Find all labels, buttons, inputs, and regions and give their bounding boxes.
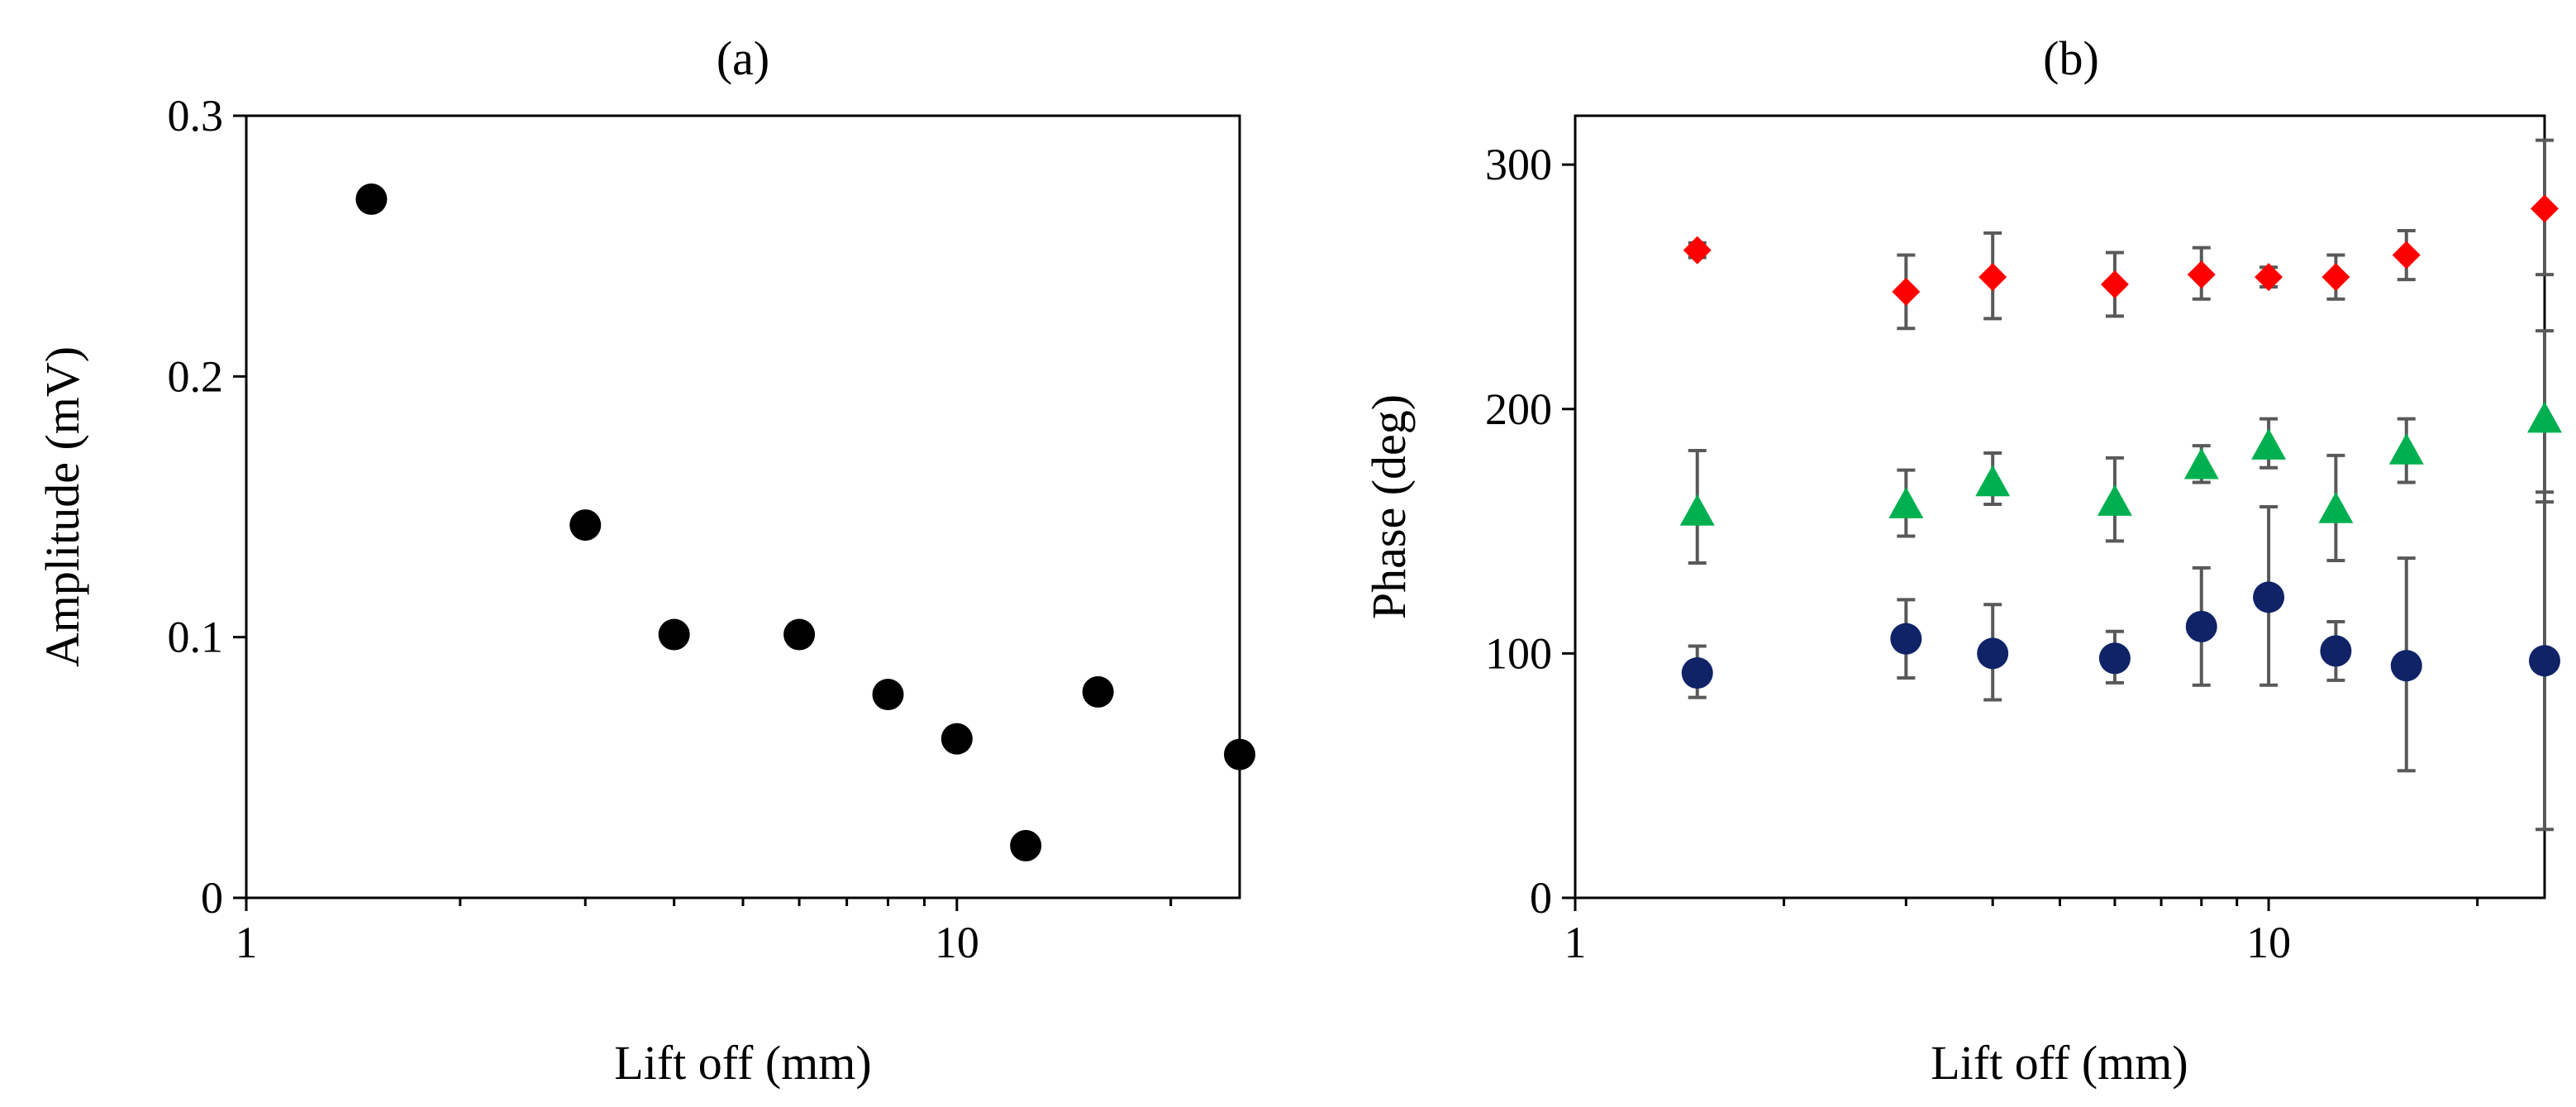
data-point-circle [783,618,816,651]
data-point-diamond [2392,241,2421,270]
panel-b-x-ticks: 1 10 [1564,898,2479,967]
data-point-circle [2253,581,2285,613]
data-point-triangle [1679,494,1715,526]
data-point-circle [872,679,904,711]
panel-a-y-ticks: 0 0.1 0.2 0.3 [168,91,246,923]
data-point-circle [1977,637,2009,670]
data-point-circle [1681,657,1713,689]
data-point-circle [2185,610,2217,642]
data-point-circle [2320,635,2352,667]
panel-b-title: (b) [2043,31,2099,85]
data-point-circle [1224,738,1255,771]
y-tick-label: 0.1 [168,613,224,662]
data-point-circle [1082,675,1114,708]
data-point-diamond [2255,263,2283,292]
data-point-circle [355,183,388,215]
data-point-diamond [2531,194,2559,223]
data-point-circle [2390,650,2422,682]
panel-a-x-axis-label: Lift off (mm) [614,1036,871,1090]
panel-b-plot-frame [1574,114,2546,899]
y-tick-label: 0.2 [168,351,224,401]
x-tick-label: 1 [236,918,258,967]
x-tick-label: 1 [1564,918,1587,967]
data-point-triangle [1975,465,2011,497]
data-point-diamond [1978,263,2007,292]
data-point-diamond [1892,277,1921,306]
data-point-circle [1010,829,1042,861]
data-point-triangle [2251,428,2287,460]
data-point-triangle [2097,484,2132,516]
data-point-triangle [2527,401,2562,433]
x-tick-label: 10 [2246,918,2291,967]
panel-a-points [355,183,1255,861]
panel-b: (b) 0 100 200 300 1 10 Lift off (mm) Phase (… [1362,31,2562,1090]
data-point-diamond [2187,260,2216,289]
data-point-diamond [1683,236,1712,265]
data-point-circle [569,509,602,542]
data-point-triangle [1888,487,1924,518]
panel-a: (a) 0 0.1 0.2 0.3 1 10 Lift off (mm) Amplitu… [36,31,1255,1090]
data-point-triangle [2183,447,2219,480]
panel-b-x-axis-label: Lift off (mm) [1931,1036,2188,1090]
panel-a-plot-frame [245,114,1241,899]
y-tick-label: 0.3 [168,91,224,141]
data-point-circle [1890,623,1922,655]
x-tick-label: 10 [935,918,979,967]
y-tick-label: 300 [1485,140,1552,189]
y-tick-label: 200 [1485,384,1552,434]
panel-b-points [1679,194,2562,689]
data-point-triangle [2318,491,2354,523]
data-point-triangle [2388,433,2424,465]
y-tick-label: 0 [1530,873,1552,923]
panel-b-y-axis-label: Phase (deg) [1362,394,1416,619]
panel-a-y-axis-label: Amplitude (mV) [36,346,89,667]
panel-b-y-ticks: 0 100 200 300 [1485,140,1575,923]
data-point-circle [2098,642,2131,675]
panel-b-error-bars [1688,138,2554,832]
data-point-circle [940,723,973,755]
panel-a-title: (a) [717,31,769,85]
y-tick-label: 0 [201,873,223,923]
data-point-diamond [2100,270,2129,298]
data-point-circle [658,618,690,651]
panel-a-x-ticks: 1 10 [236,898,1173,967]
data-point-circle [2529,645,2560,677]
data-point-diamond [2321,263,2350,292]
y-tick-label: 100 [1485,628,1552,678]
